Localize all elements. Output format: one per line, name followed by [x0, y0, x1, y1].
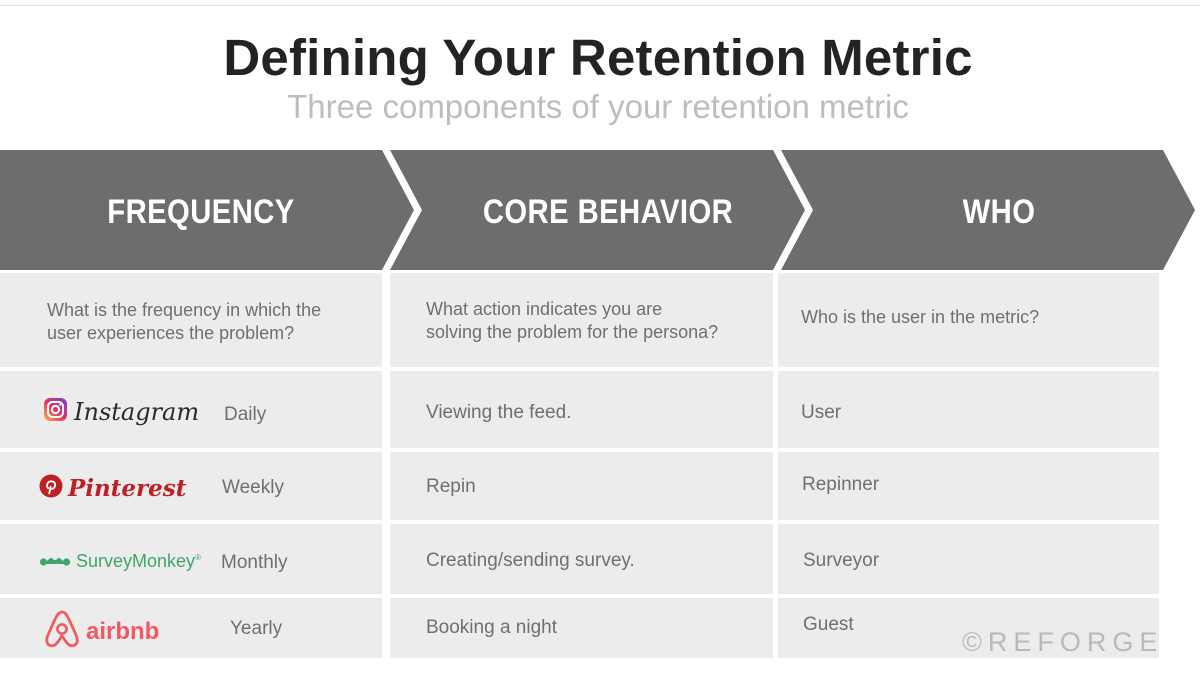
- frequency-question-cell: [0, 273, 382, 367]
- table-row-cell: [390, 524, 773, 594]
- airbnb-logo: airbnb: [44, 609, 159, 654]
- frequency-header: FREQUENCY: [107, 193, 295, 231]
- who-arrow: [781, 150, 1195, 270]
- pinterest-p-icon: [39, 474, 63, 503]
- page-title: Defining Your Retention Metric: [223, 29, 973, 86]
- surveymonkey-name: SurveyMonkey: [76, 551, 196, 571]
- who-header: WHO: [962, 193, 1036, 231]
- page-subtitle: Three components of your retention metri…: [287, 88, 909, 125]
- table-row-cell: [390, 371, 773, 448]
- core-behavior-question-cell: [390, 273, 773, 367]
- airbnb-who: Guest: [803, 614, 854, 635]
- instagram-who: User: [801, 402, 842, 423]
- top-divider: [0, 5, 1200, 6]
- airbnb-belo-icon: [44, 609, 80, 654]
- airbnb-core-behavior: Booking a night: [426, 617, 557, 638]
- table-row-cell: [778, 524, 1159, 594]
- core-behavior-arrow: [390, 150, 805, 270]
- core-behavior-question-line-1: What action indicates you are: [426, 299, 663, 319]
- pinterest-frequency: Weekly: [222, 477, 284, 498]
- pinterest-core-behavior: Repin: [426, 476, 476, 497]
- who-question: Who is the user in the metric?: [801, 306, 1039, 329]
- instagram-frequency: Daily: [224, 404, 267, 425]
- core-behavior-question: What action indicates you are solving th…: [426, 298, 718, 344]
- instagram-logo: Instagram: [43, 397, 199, 427]
- pinterest-logo: Pinterest: [39, 474, 186, 503]
- table-row-cell: [390, 598, 773, 658]
- surveymonkey-icon: [39, 549, 71, 574]
- instagram-core-behavior: Viewing the feed.: [426, 402, 572, 423]
- airbnb-frequency: Yearly: [230, 618, 283, 639]
- frequency-question: What is the frequency in which the user …: [47, 299, 321, 345]
- surveymonkey-wordmark: SurveyMonkey®: [76, 551, 201, 571]
- surveymonkey-frequency: Monthly: [221, 552, 288, 573]
- surveymonkey-who: Surveyor: [803, 550, 880, 571]
- instagram-wordmark: Instagram: [74, 398, 200, 426]
- frequency-question-line-2: user experiences the problem?: [47, 323, 295, 343]
- surveymonkey-logo: SurveyMonkey®: [39, 549, 201, 574]
- airbnb-wordmark: airbnb: [86, 617, 160, 645]
- core-behavior-header: CORE BEHAVIOR: [482, 193, 734, 231]
- table-row-cell: [778, 452, 1159, 520]
- table-row-cell: [0, 524, 382, 594]
- instagram-camera-icon: [43, 397, 68, 427]
- surveymonkey-core-behavior: Creating/sending survey.: [426, 550, 635, 571]
- table-row-cell: [390, 452, 773, 520]
- core-behavior-question-line-2: solving the problem for the persona?: [426, 322, 719, 342]
- table-row-cell: [778, 371, 1159, 448]
- reforge-watermark: ©REFORGE: [962, 627, 1164, 657]
- header-arrows: [0, 150, 1195, 270]
- frequency-arrow: [0, 150, 414, 270]
- frequency-question-line-1: What is the frequency in which the: [47, 300, 322, 320]
- pinterest-wordmark: Pinterest: [68, 475, 187, 502]
- table-row-cell: [0, 598, 382, 658]
- table-row-cell: [0, 452, 382, 520]
- table-row-cell: [778, 598, 1159, 658]
- pinterest-who: Repinner: [802, 474, 880, 495]
- who-question-cell: [778, 273, 1159, 367]
- who-question-line-1: Who is the user in the metric?: [801, 307, 1040, 327]
